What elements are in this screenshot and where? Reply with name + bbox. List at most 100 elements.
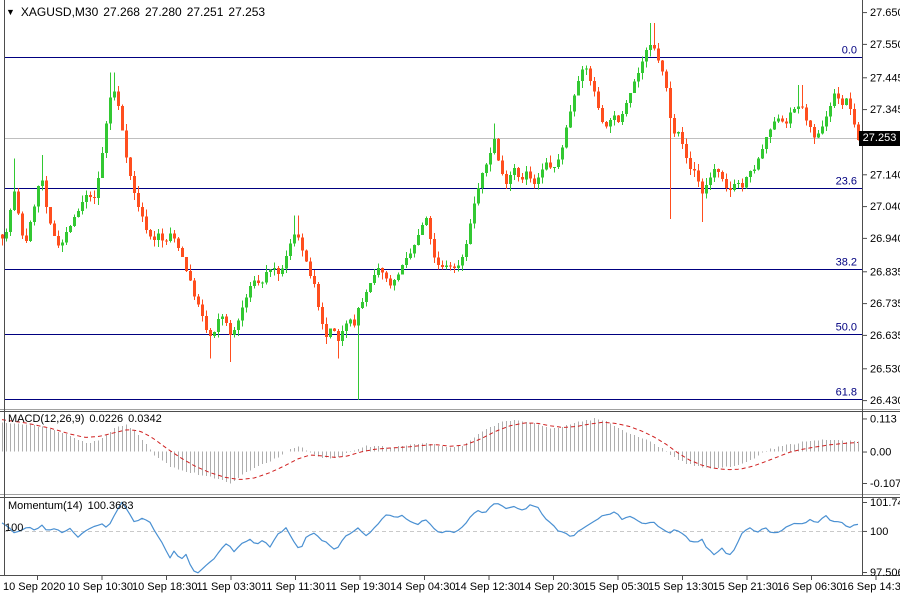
candle-bear [297,234,300,238]
ohlc-high: 27.280 [144,5,182,19]
candle-bull [733,184,736,191]
candle-bear [165,240,168,242]
candle-bull [157,233,160,241]
candle-bull [213,332,216,337]
candle-bull [233,329,236,336]
candle-bull [73,216,76,226]
candle-bear [841,98,844,105]
candle-bear [805,107,808,121]
candle-bull [417,234,420,246]
candle-bull [5,232,8,239]
candle-bear [161,233,164,241]
candle-bear [533,178,536,185]
candle-bear [729,188,732,191]
momentum-axis-label: 100 [870,526,888,538]
candle-bull [625,103,628,114]
time-axis-label: 15 Sep 13:30 [648,581,713,593]
candle-bear [185,257,188,272]
candle-bull [509,175,512,185]
candle-bear [717,169,720,172]
time-axis-label: 10 Sep 18:30 [132,581,197,593]
candle-bear [177,238,180,248]
candle-bull [489,153,492,165]
momentum-label: Momentum(14) [8,500,83,512]
candle-bull [485,164,488,174]
ohlc-low: 27.251 [186,5,224,19]
candle-bear [673,117,676,134]
candle-bull [249,285,252,298]
candle-bull [641,61,644,73]
price-axis-label: 27.040 [870,201,900,213]
candle-bear [593,80,596,92]
candle-bear [653,45,656,49]
candle-bull [241,307,244,321]
candle-bull [821,126,824,134]
candle-bear [669,88,672,118]
price-axis[interactable]: 27.650 27.550 27.445 27.345 27.140 27.040 26.9… [862,7,900,407]
time-axis-label: 10 Sep 10:30 [68,581,133,593]
candle-bear [53,223,56,236]
candle-bull [545,162,548,170]
candle-bull [469,223,472,244]
price-axis-label: 26.430 [870,395,900,407]
price-axis-label: 26.835 [870,266,900,278]
candle-bull [737,183,740,185]
candle-bull [421,224,424,235]
candle-bull [581,69,584,82]
candle-bull [457,265,460,269]
price-axis-label: 27.345 [870,104,900,116]
macd-histogram [2,418,859,484]
candle-bull [769,129,772,138]
time-axis-label: 16 Sep 06:30 [777,581,842,593]
candle-bull [817,133,820,138]
candle-bull [217,319,220,333]
candle-bull [577,81,580,96]
candle-bear [181,247,184,258]
candle-bear [617,115,620,122]
fibonacci-retracement-lines[interactable]: 0.0 23.6 38.2 50.0 61.8 [4,45,862,400]
price-axis-label: 26.735 [870,298,900,310]
candle-bear [429,218,432,239]
candle-bull [77,210,80,217]
candle-bear [17,191,20,214]
candle-bear [449,265,452,267]
candle-bear [857,124,860,141]
candle-bull [409,253,412,259]
macd-signal [1,419,859,480]
candle-bear [813,126,816,138]
candle-bull [705,184,708,194]
candle-bear [309,261,312,276]
candle-bear [701,181,704,194]
chart-title-bar: ▼ XAGUSD,M30 27.268 27.280 27.251 27.253 [6,5,265,19]
momentum-axis-label: 97.5065 [870,567,900,579]
candle-bear [385,272,388,279]
fib-label-23.6: 23.6 [836,176,857,188]
macd-main-value: 0.0226 [89,413,124,425]
symbol-dropdown-icon[interactable]: ▼ [6,7,15,17]
candle-bear [849,98,852,110]
candle-bear [141,207,144,217]
candle-bull [13,191,16,211]
candle-bull [793,109,796,113]
candle-bear [325,323,328,338]
candle-bull [273,267,276,270]
candle-bear [661,60,664,72]
candle-bull [373,275,376,284]
candle-bull [569,111,572,128]
candle-bull [709,177,712,185]
candle-bull [33,206,36,222]
candle-bull [749,170,752,178]
candle-bull [573,95,576,112]
candle-bear [601,108,604,123]
candle-bull [565,127,568,148]
momentum-value: 100.3683 [87,500,134,512]
candle-bear [521,176,524,180]
candle-bear [529,171,532,179]
candle-bear [497,139,500,161]
time-axis[interactable]: 10 Sep 2020 10 Sep 10:30 10 Sep 18:30 11 Se… [3,576,900,593]
candle-bear [453,266,456,269]
current-price-badge: 27.253 [859,131,900,146]
candle-bull [713,169,716,178]
indicator-axes: 0.113 0.00 -0.1074 101.7428 100 97.5065 [862,413,900,579]
